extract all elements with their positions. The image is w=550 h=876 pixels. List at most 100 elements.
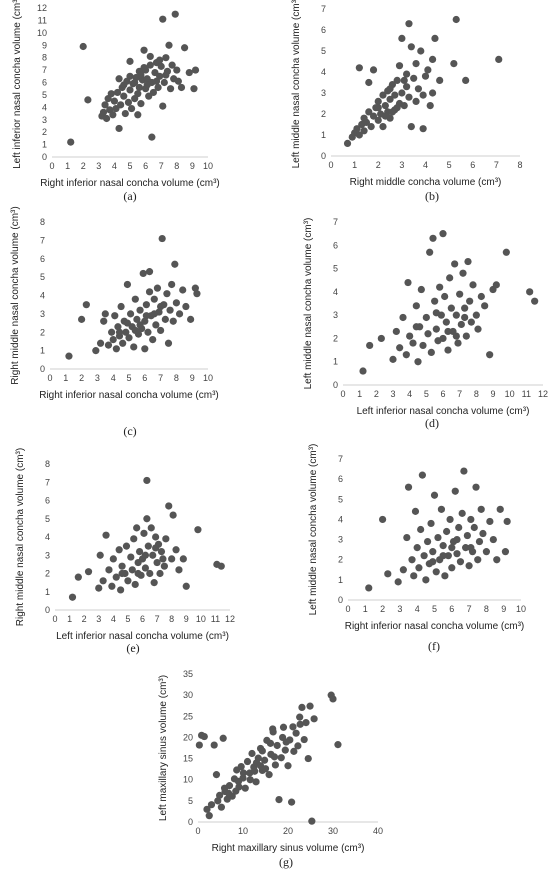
x-tick-label: 1 <box>363 604 368 614</box>
data-point <box>141 345 149 353</box>
data-point <box>162 535 170 543</box>
data-point <box>446 274 454 282</box>
data-point <box>159 15 167 23</box>
data-point <box>374 97 382 105</box>
data-point <box>421 72 430 80</box>
data-point <box>415 564 423 572</box>
data-point <box>389 355 397 363</box>
data-point <box>399 566 407 574</box>
x-tick-label: 4 <box>111 373 116 383</box>
data-point <box>479 529 487 538</box>
data-point <box>145 268 154 276</box>
data-point <box>74 573 82 581</box>
data-point <box>492 281 500 289</box>
data-point <box>367 123 375 131</box>
y-tick-label: 6 <box>338 474 343 484</box>
data-point <box>108 582 116 590</box>
data-point <box>486 351 494 359</box>
data-point <box>172 546 180 554</box>
data-point <box>169 511 177 519</box>
panel-label: (d) <box>425 416 439 430</box>
data-point <box>120 92 128 100</box>
x-tick-label: 6 <box>142 373 147 383</box>
y-tick-label: 30 <box>183 690 193 700</box>
data-point <box>292 729 300 737</box>
data-point <box>142 312 150 320</box>
data-point <box>216 791 224 799</box>
data-point <box>403 533 411 542</box>
y-tick-label: 1 <box>333 357 338 367</box>
data-point <box>428 89 437 97</box>
y-tick-label: 5 <box>338 494 343 504</box>
data-point <box>407 123 415 131</box>
data-point <box>122 542 131 550</box>
data-point <box>166 306 174 314</box>
data-point <box>439 230 447 238</box>
data-point <box>163 290 171 298</box>
data-point <box>258 747 266 755</box>
data-point <box>139 269 147 278</box>
data-point <box>112 573 120 581</box>
data-point <box>486 517 494 526</box>
data-point <box>334 741 342 749</box>
y-axis-label: Left middle nasal concha volume (cm³) <box>303 218 314 390</box>
data-point <box>194 526 202 534</box>
data-point <box>108 328 116 336</box>
data-point <box>143 476 151 485</box>
data-point <box>396 344 404 352</box>
data-point <box>403 83 411 91</box>
data-point <box>448 564 456 572</box>
y-tick-label: 11 <box>38 15 47 25</box>
data-point <box>126 72 134 80</box>
data-point <box>119 339 127 347</box>
data-point <box>452 332 460 340</box>
data-point <box>113 88 122 97</box>
x-tick-label: 10 <box>505 389 515 399</box>
data-point <box>475 537 484 546</box>
x-axis-label: Right inferior nasal concha volume (cm³) <box>39 390 219 401</box>
data-point <box>426 248 434 256</box>
data-point <box>304 754 312 763</box>
y-tick-label: 8 <box>42 53 47 63</box>
data-point <box>150 310 158 318</box>
data-point <box>489 535 497 544</box>
x-tick-label: 7 <box>467 604 472 614</box>
y-tick-label: 12 <box>37 3 47 13</box>
data-point <box>261 756 269 764</box>
data-point <box>130 343 138 351</box>
data-point <box>150 295 158 303</box>
y-tick-label: 0 <box>333 380 338 390</box>
data-point <box>104 341 113 349</box>
data-point <box>461 304 469 312</box>
data-point <box>374 116 382 124</box>
data-point <box>96 551 104 559</box>
data-point <box>439 542 447 550</box>
x-axis-label: Right inferior nasal concha volume (cm³) <box>345 621 525 632</box>
data-point <box>386 85 394 93</box>
data-point <box>288 798 296 806</box>
data-point <box>430 491 439 499</box>
y-tick-label: 0 <box>338 595 343 605</box>
data-point <box>101 101 109 109</box>
data-point <box>118 562 126 570</box>
data-point <box>418 471 426 479</box>
x-tick-label: 3 <box>96 614 101 624</box>
data-point <box>394 578 402 586</box>
data-point <box>437 505 446 513</box>
data-point <box>120 81 128 89</box>
x-tick-label: 10 <box>203 373 213 383</box>
data-point <box>503 517 511 526</box>
data-point <box>474 556 482 564</box>
data-point <box>443 527 451 536</box>
data-point <box>306 702 314 710</box>
y-tick-label: 2 <box>42 127 47 137</box>
y-tick-label: 1 <box>42 140 47 150</box>
data-point <box>451 260 459 268</box>
y-tick-label: 7 <box>45 477 50 487</box>
y-tick-label: 4 <box>338 514 343 524</box>
x-tick-label: 1 <box>67 614 72 624</box>
data-point <box>191 66 200 74</box>
data-point <box>377 334 385 343</box>
x-tick-label: 2 <box>82 614 87 624</box>
